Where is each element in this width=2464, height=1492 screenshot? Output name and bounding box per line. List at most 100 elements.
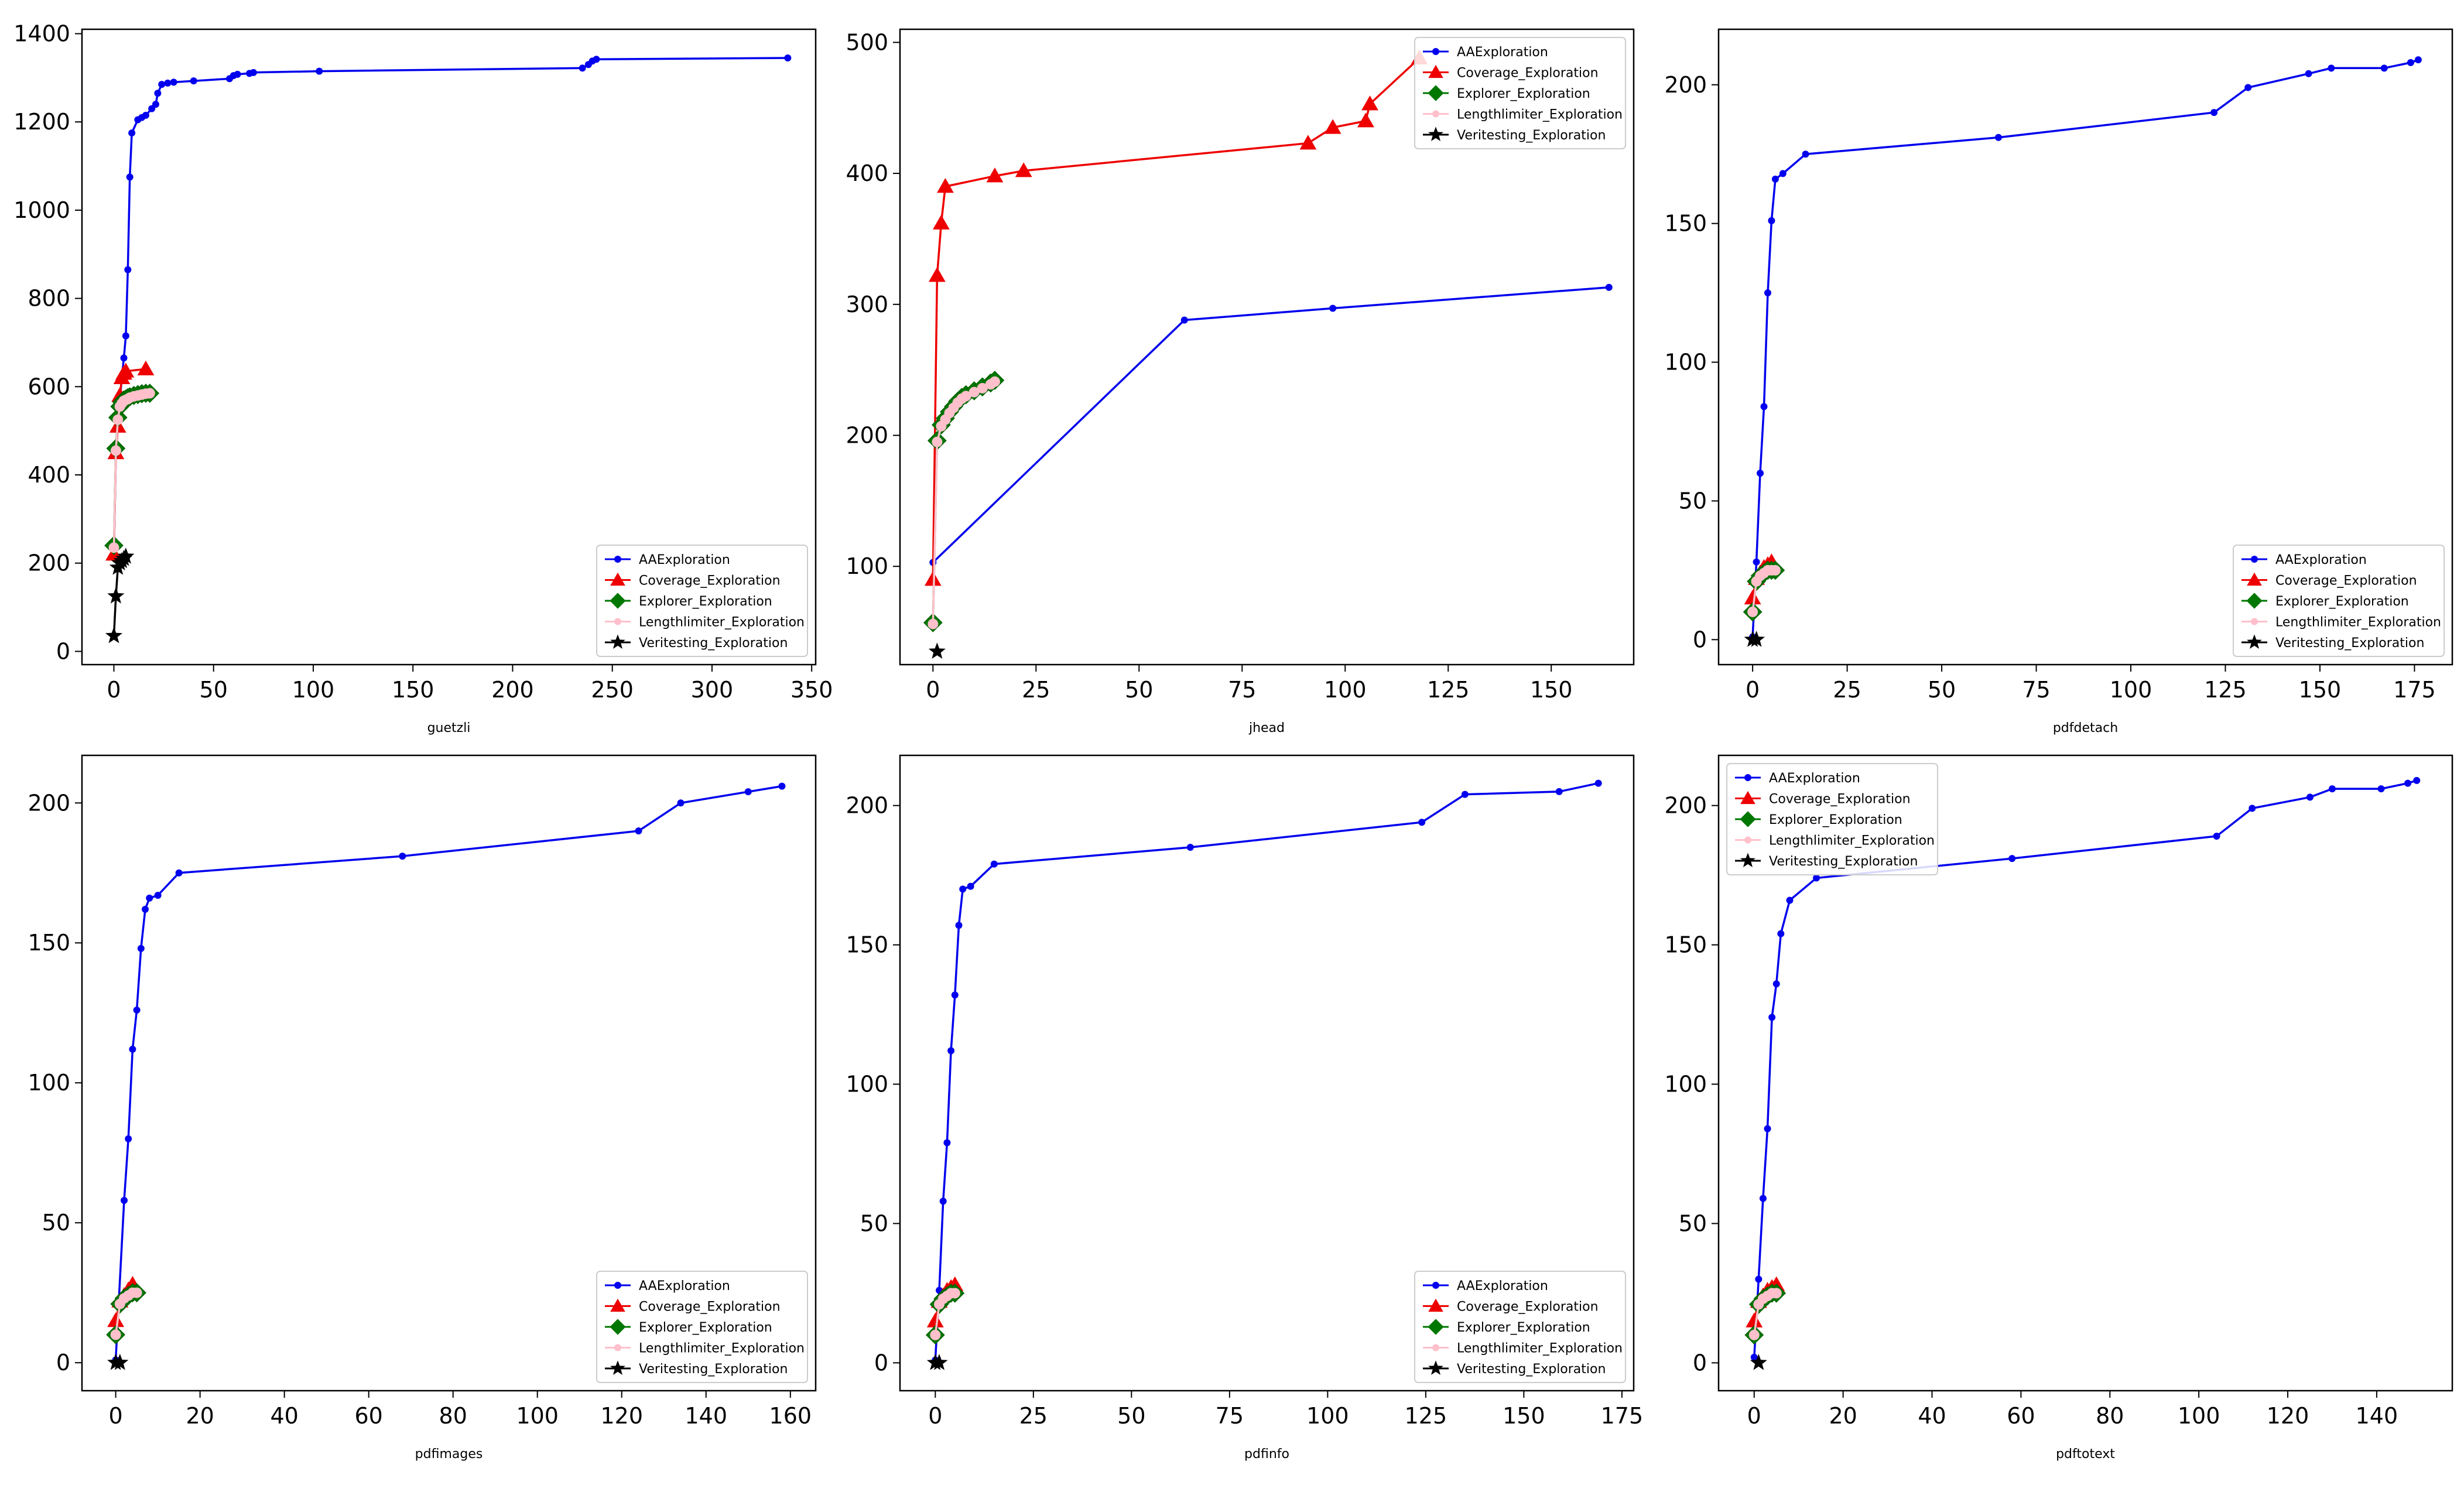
x-tick-label: 75: [1228, 677, 1256, 703]
chart-4-series-group: [106, 782, 786, 1370]
legend-box: [1414, 1271, 1626, 1383]
legend-marker: [614, 1282, 621, 1289]
data-point: [1779, 170, 1787, 177]
legend: AAExploration Coverage_Exploration Explore…: [1726, 763, 1938, 875]
y-tick-label: 200: [28, 550, 70, 576]
data-point: [1753, 558, 1760, 566]
legend-item: Lengthlimiter_Exploration: [1735, 834, 1935, 848]
legend-item: AAExploration: [1423, 45, 1548, 60]
legend-item: Explorer_Exploration: [2241, 593, 2409, 609]
x-tick-label: 25: [1022, 677, 1050, 703]
data-point: [1324, 119, 1341, 134]
y-tick-label: 50: [1679, 1210, 1707, 1236]
data-point: [1768, 217, 1775, 224]
y-tick-label: 150: [1664, 211, 1707, 237]
legend-item: Explorer_Exploration: [1735, 811, 1902, 827]
legend-label: AAExploration: [1457, 45, 1548, 60]
legend-marker: [614, 556, 621, 563]
data-point: [990, 860, 998, 868]
legend-label: Lengthlimiter_Exploration: [1457, 108, 1623, 122]
x-tick-label: 120: [2267, 1403, 2309, 1429]
legend-label: Coverage_Exploration: [1769, 792, 1911, 807]
y-tick-label: 200: [28, 790, 70, 816]
data-point: [1994, 134, 2002, 141]
data-point: [986, 167, 1004, 183]
data-point: [146, 894, 153, 902]
x-tick-label: 125: [1427, 677, 1470, 703]
data-point: [951, 991, 959, 999]
data-point: [175, 869, 183, 877]
data-point: [959, 885, 967, 893]
data-point: [2008, 855, 2016, 863]
chart-6-series-group: [1744, 776, 2421, 1370]
data-point: [1755, 1275, 1763, 1283]
x-tick-label: 175: [1601, 1403, 1644, 1429]
data-point: [928, 618, 939, 629]
data-point: [1768, 1014, 1776, 1021]
legend-label: Explorer_Exploration: [639, 594, 772, 609]
legend-box: [2233, 545, 2445, 657]
x-tick-label: 175: [2393, 677, 2436, 703]
legend-item: Coverage_Exploration: [2241, 572, 2417, 588]
x-tick-label: 150: [2299, 677, 2342, 703]
x-axis-label: pdfinfo: [1244, 1447, 1289, 1462]
x-tick-label: 160: [769, 1403, 812, 1429]
chart-2: 0 25 50 75 100 125 150 100 200 300 400 500 jhead AAEx…: [846, 28, 1635, 735]
legend-marker: [1432, 1344, 1439, 1351]
x-tick-label: 0: [928, 1403, 942, 1429]
legend-marker: [614, 1344, 621, 1351]
y-tick-label: 300: [846, 292, 888, 317]
legend-label: Coverage_Exploration: [639, 574, 781, 588]
y-tick-label: 150: [28, 930, 70, 956]
legend-marker: [1428, 1360, 1443, 1375]
legend-label: Explorer_Exploration: [639, 1320, 772, 1335]
legend-marker: [1428, 64, 1443, 78]
legend-label: Coverage_Exploration: [639, 1300, 781, 1315]
data-point: [164, 79, 172, 87]
legend-label: Lengthlimiter_Exploration: [639, 1342, 805, 1356]
legend-label: Explorer_Exploration: [1457, 87, 1590, 101]
legend-marker: [1744, 774, 1751, 781]
x-tick-label: 50: [200, 677, 228, 703]
legend: AAExploration Coverage_Exploration Explore…: [1414, 37, 1626, 149]
y-tick-label: 100: [1664, 1072, 1707, 1097]
legend-label: Coverage_Exploration: [1457, 66, 1599, 81]
data-point: [2328, 64, 2335, 72]
y-tick-label: 200: [1664, 72, 1707, 98]
legend-item: Veritesting_Exploration: [605, 634, 788, 651]
x-tick-label: 100: [2110, 677, 2152, 703]
x-tick-label: 0: [926, 677, 940, 703]
legend-box: [1726, 763, 1938, 875]
legend-marker: [1432, 48, 1439, 55]
x-tick-label: 120: [600, 1403, 643, 1429]
data-point: [955, 922, 963, 929]
data-point: [1802, 150, 1809, 158]
data-point: [316, 67, 323, 75]
legend: AAExploration Coverage_Exploration Explore…: [596, 545, 808, 657]
x-tick-label: 300: [691, 677, 734, 703]
x-tick-label: 0: [109, 1403, 123, 1429]
data-point: [137, 360, 155, 375]
x-tick-label: 150: [1503, 1403, 1545, 1429]
x-tick-label: 80: [2096, 1403, 2124, 1429]
data-point: [784, 54, 792, 61]
data-point: [2404, 779, 2412, 787]
data-point: [107, 1312, 125, 1327]
legend-marker: [1428, 1298, 1443, 1312]
legend-marker: [610, 634, 625, 649]
data-point: [1555, 788, 1563, 795]
data-point: [1418, 819, 1426, 826]
x-tick-label: 140: [2356, 1403, 2398, 1429]
legend-label: Veritesting_Exploration: [639, 636, 788, 651]
x-tick-label: 125: [1405, 1403, 1447, 1429]
y-tick-label: 50: [42, 1210, 70, 1236]
data-point: [1772, 980, 1780, 988]
y-tick-label: 0: [56, 638, 70, 664]
data-point: [926, 1312, 944, 1327]
plot-frame: [81, 28, 817, 666]
chart-4: 0 20 40 60 80 100 120 140 160 0 50 100 150 200 pdfimag…: [28, 754, 817, 1462]
data-point: [967, 882, 974, 890]
x-tick-label: 25: [1833, 677, 1861, 703]
plot-frame: [899, 28, 1635, 666]
y-tick-label: 100: [1664, 350, 1707, 375]
